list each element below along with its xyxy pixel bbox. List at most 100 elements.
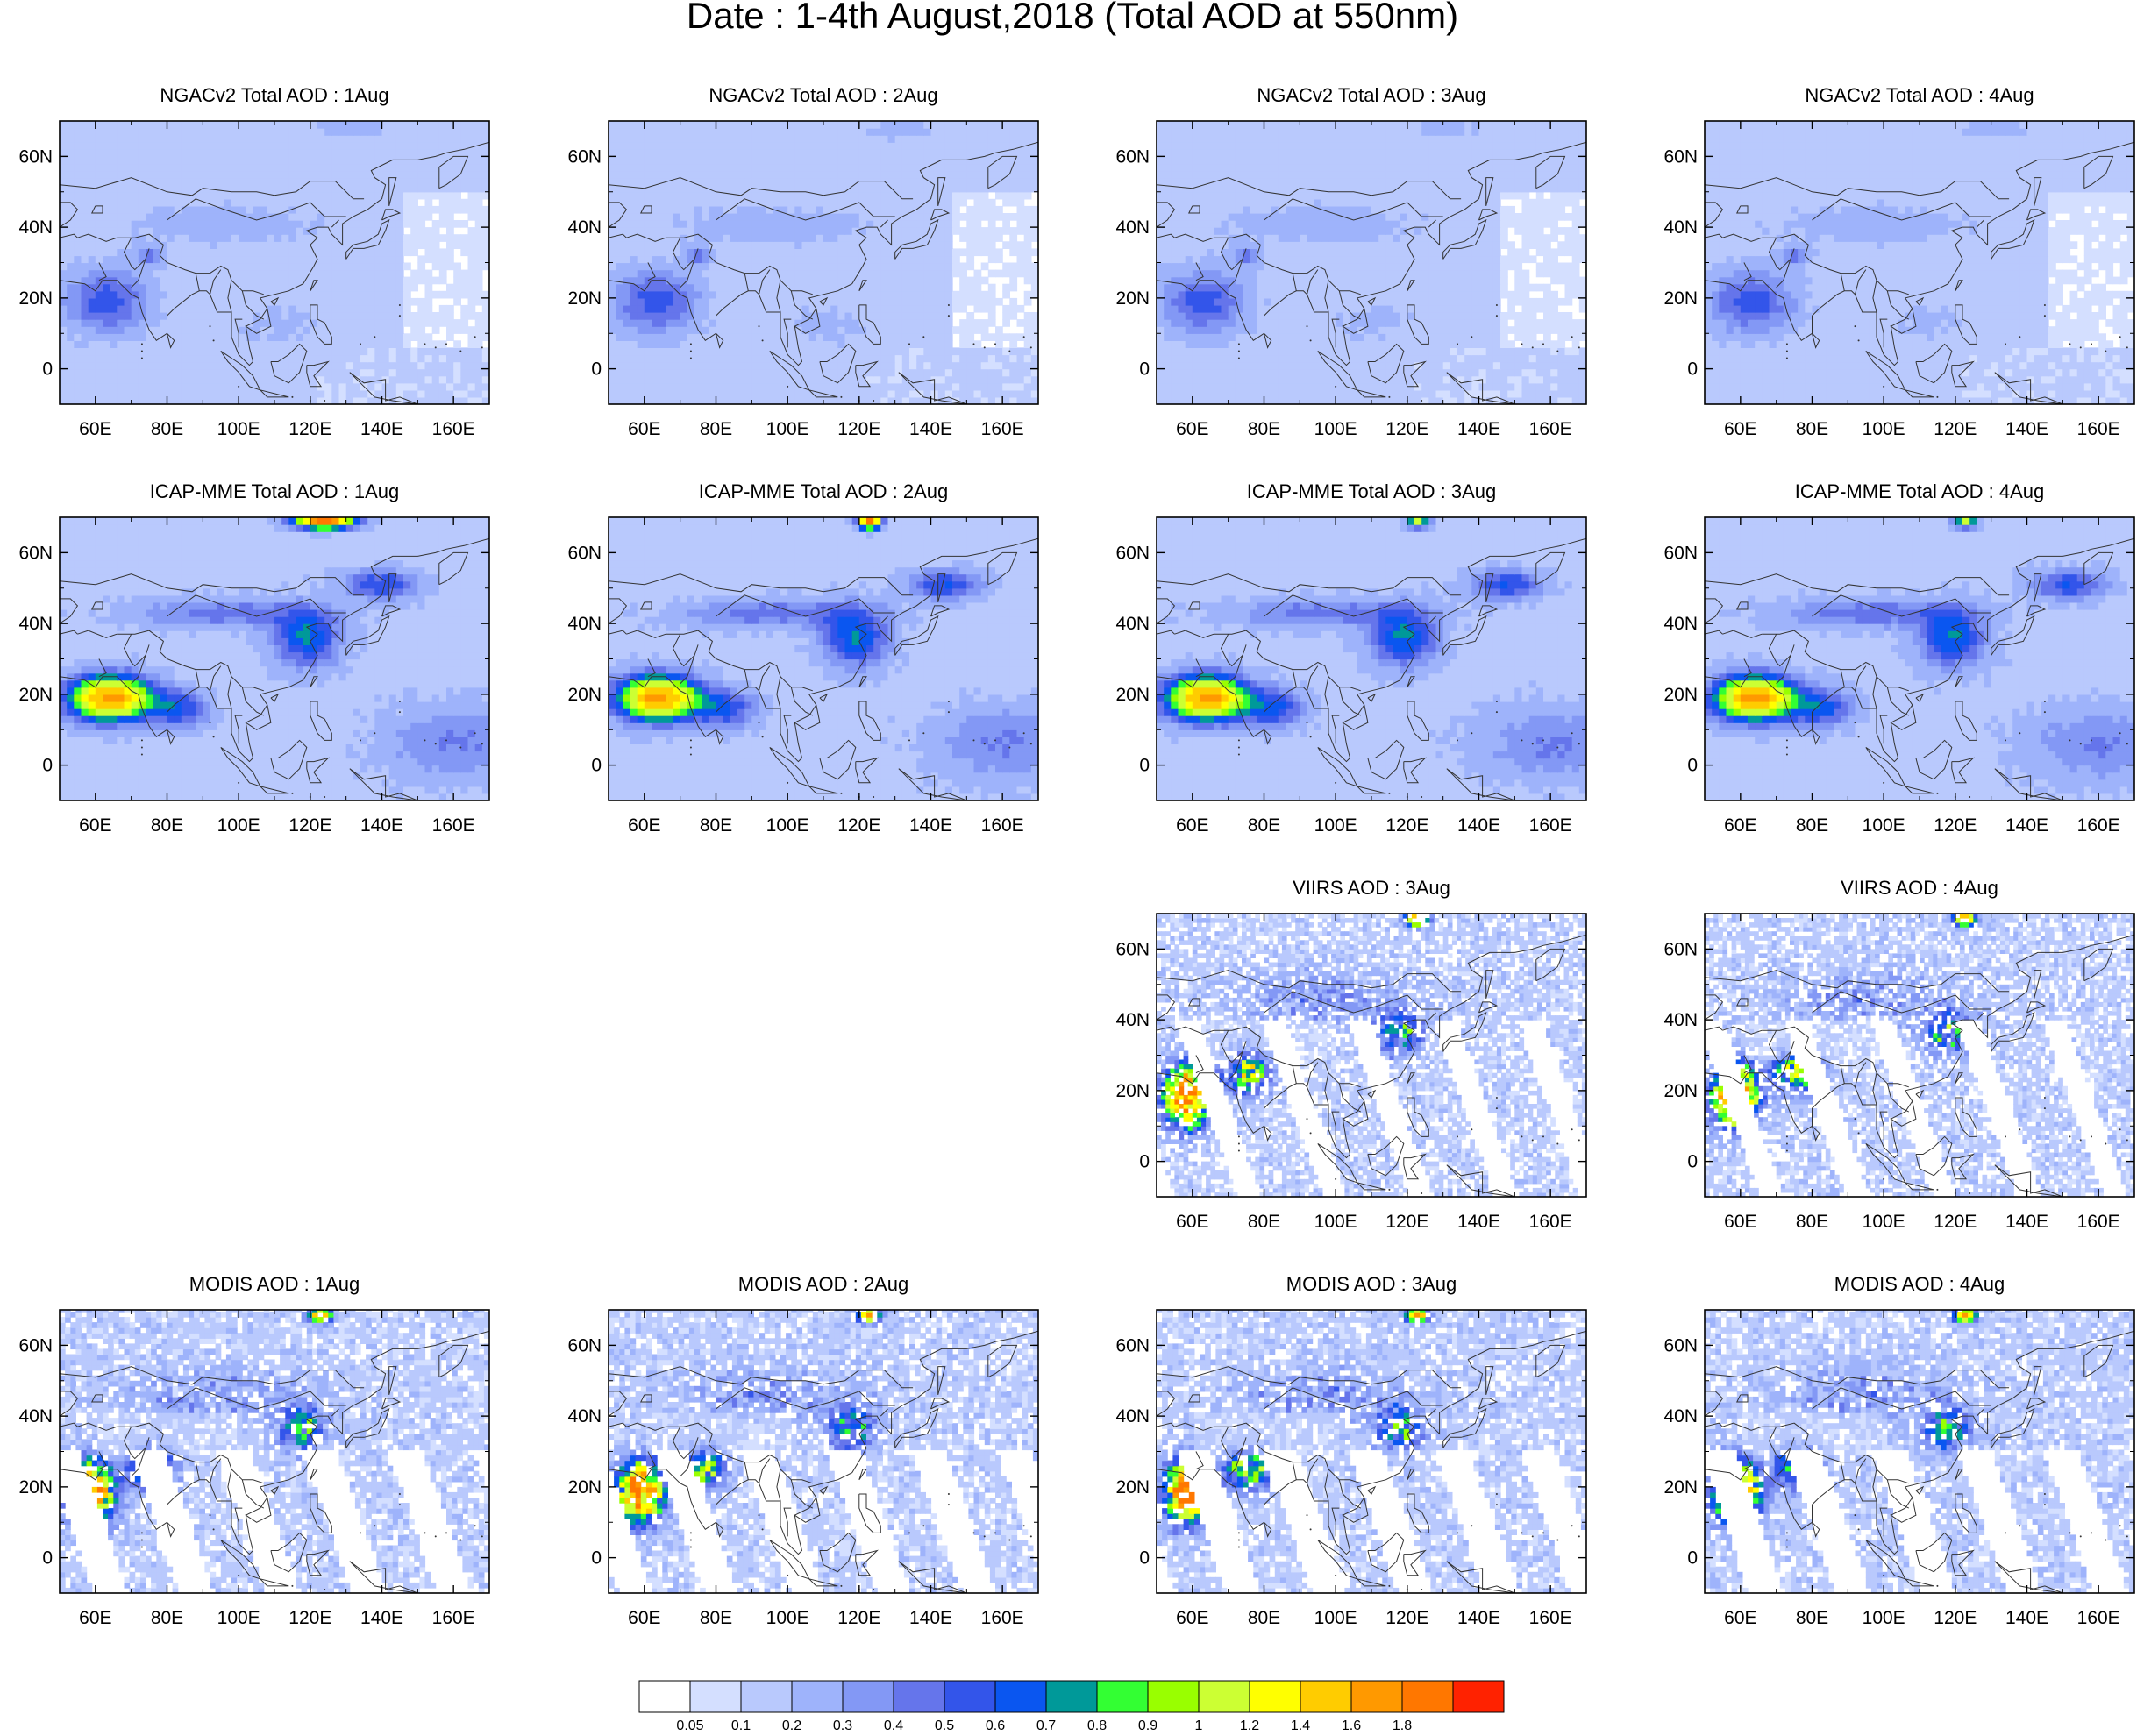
aod-cell (830, 234, 838, 242)
aod-cell (1023, 347, 1032, 356)
aod-cell (944, 248, 953, 257)
aod-cell (1378, 396, 1386, 404)
aod-cell (353, 304, 361, 313)
aod-cell (844, 156, 853, 165)
aod-cell (196, 128, 203, 136)
aod-cell (851, 255, 860, 264)
aod-cell (830, 382, 838, 391)
aod-cell (360, 198, 368, 207)
island-dot (840, 395, 843, 398)
aod-cell (231, 361, 239, 370)
aod-cell (644, 234, 652, 242)
lat-tick-label: 20N (567, 288, 602, 309)
aod-cell (930, 198, 939, 207)
aod-cell (887, 255, 896, 264)
aod-cell (381, 198, 390, 207)
aod-cell (844, 241, 853, 249)
aod-cell (730, 354, 738, 363)
aod-cell (630, 283, 638, 292)
aod-cell (652, 326, 659, 334)
aod-cell (766, 184, 774, 193)
aod-cell (666, 156, 674, 165)
aod-cell (131, 156, 139, 165)
aod-cell (780, 340, 788, 348)
aod-cell (81, 128, 89, 136)
aod-cell (644, 375, 652, 384)
aod-cell (60, 135, 68, 143)
aod-cell (995, 382, 1003, 391)
aod-cell (659, 156, 666, 165)
aod-cell (830, 262, 838, 271)
aod-cell (88, 262, 96, 271)
aod-cell (367, 276, 375, 285)
aod-cell (858, 375, 867, 384)
aod-cell (324, 220, 332, 228)
aod-cell (181, 283, 189, 292)
aod-cell (110, 326, 118, 334)
aod-cell (737, 248, 745, 257)
aod-cell (345, 354, 354, 363)
aod-cell (659, 319, 666, 327)
aod-cell (246, 227, 254, 235)
aod-cell (374, 220, 383, 228)
aod-cell (288, 319, 297, 327)
aod-cell (81, 213, 89, 221)
aod-cell (644, 255, 652, 264)
aod-cell (687, 241, 695, 249)
aod-cell (74, 361, 82, 370)
aod-cell (1016, 333, 1025, 341)
aod-cell (260, 170, 268, 179)
aod-cell (260, 248, 268, 257)
aod-cell (296, 198, 304, 207)
aod-cell (773, 326, 781, 334)
aod-cell (759, 290, 767, 299)
aod-cell (787, 340, 795, 348)
aod-cell (680, 241, 688, 249)
aod-cell (723, 361, 731, 370)
aod-cell (616, 205, 623, 214)
aod-cell (694, 290, 702, 299)
aod-cell (966, 354, 975, 363)
aod-cell (1009, 241, 1018, 249)
aod-cell (901, 255, 910, 264)
aod-cell (95, 354, 103, 363)
aod-cell (923, 184, 932, 193)
aod-cell (737, 382, 745, 391)
aod-cell (1030, 177, 1038, 186)
aod-cell (381, 340, 390, 348)
aod-cell (446, 121, 454, 129)
aod-cell (367, 177, 375, 186)
aod-cell (630, 354, 638, 363)
aod-cell (659, 241, 666, 249)
aod-cell (1009, 312, 1018, 320)
aod-cell (766, 354, 774, 363)
aod-cell (1293, 389, 1300, 398)
aod-cell (894, 312, 903, 320)
aod-cell (680, 205, 688, 214)
aod-cell (616, 389, 623, 398)
aod-cell (288, 304, 297, 313)
aod-cell (431, 312, 440, 320)
aod-cell (267, 248, 275, 257)
aod-cell (403, 184, 411, 193)
aod-cell (124, 375, 132, 384)
aod-cell (694, 283, 702, 292)
aod-cell (858, 121, 867, 129)
aod-cell (367, 121, 375, 129)
aod-cell (644, 382, 652, 391)
aod-cell (181, 198, 189, 207)
aod-cell (224, 191, 232, 200)
aod-cell (239, 297, 246, 306)
aod-cell (894, 382, 903, 391)
aod-cell (966, 149, 975, 157)
aod-cell (623, 135, 631, 143)
aod-cell (217, 142, 225, 150)
aod-cell (801, 184, 810, 193)
aod-cell (460, 121, 469, 129)
aod-cell (837, 220, 846, 228)
aod-cell (780, 184, 788, 193)
coastline (210, 269, 222, 295)
aod-cell (616, 276, 623, 285)
aod-cell (709, 276, 717, 285)
aod-cell (830, 255, 838, 264)
